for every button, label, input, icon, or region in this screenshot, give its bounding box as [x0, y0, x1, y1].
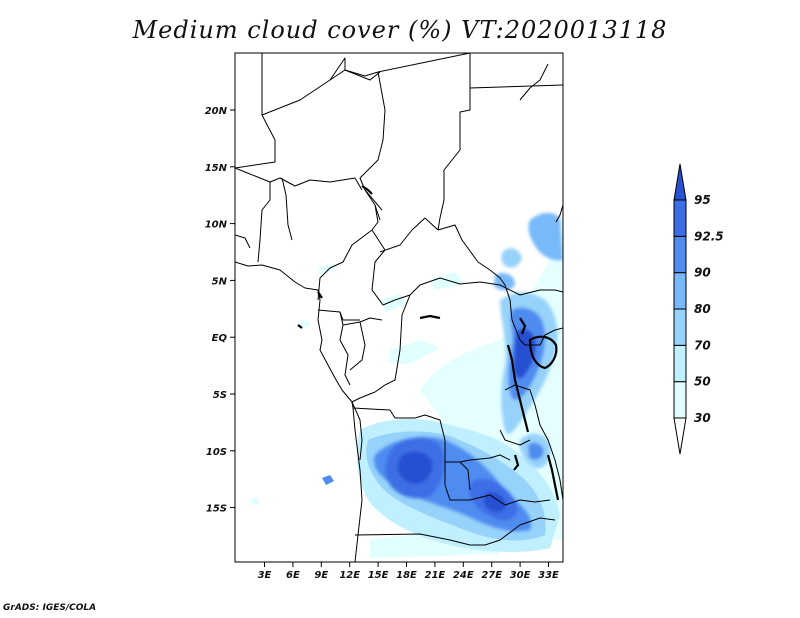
colorbar-level-label: 90 — [694, 266, 711, 280]
boundary-line — [382, 277, 563, 306]
shade-patch — [300, 320, 310, 329]
country-boundaries — [235, 53, 563, 562]
lake-outline — [297, 324, 303, 329]
boundary-line — [235, 234, 251, 249]
lat-tick-label: EQ — [212, 333, 228, 344]
boundary-line — [352, 407, 363, 562]
boundary-line — [235, 167, 363, 191]
colorbar-lower-arrow — [673, 417, 687, 455]
shade-patch — [388, 340, 440, 364]
lake-outline — [546, 454, 560, 501]
latitude-axis: 20N 15N 10N 5N EQ 5S 10S 15S — [205, 106, 235, 515]
colorbar-box — [673, 344, 687, 383]
boundary-line — [371, 229, 386, 306]
colorbar-level-label: 80 — [694, 302, 711, 316]
lon-tick-label: 6E — [286, 570, 300, 581]
lat-tick-label: 15S — [206, 504, 227, 515]
coast-line — [555, 204, 563, 223]
lon-tick-label: 15E — [368, 570, 389, 581]
boundary-line — [257, 182, 271, 263]
map-title: Medium cloud cover (%) VT:2020013118 — [132, 16, 668, 44]
lon-tick-label: 18E — [396, 570, 417, 581]
boundary-line — [317, 299, 353, 403]
boundary-line — [317, 189, 379, 301]
longitude-axis: 3E 6E 9E 12E 15E 18E 21E 24E 27E 30E 33E — [258, 562, 559, 581]
grads-credit: GrADS: IGES/COLA — [3, 603, 97, 613]
lon-tick-label: 9E — [314, 570, 328, 581]
colorbar-box — [673, 235, 687, 274]
lakes — [297, 185, 560, 501]
lake-outline — [528, 335, 558, 370]
boundary-line — [351, 401, 363, 461]
shade-region-95 — [397, 451, 433, 484]
lon-tick-label: 21E — [425, 570, 446, 581]
boundary-line — [437, 53, 471, 231]
lat-tick-label: 10N — [205, 220, 228, 231]
boundary-line — [349, 321, 366, 371]
shade-region-70 — [501, 248, 522, 268]
boundary-line — [469, 494, 551, 506]
lon-tick-label: 27E — [481, 570, 502, 581]
boundary-line — [339, 311, 360, 321]
shade-patch — [250, 497, 260, 506]
boundary-line — [384, 294, 411, 386]
boundary-line — [235, 53, 276, 169]
lake-outline — [513, 454, 520, 471]
map-frame — [234, 52, 564, 563]
colorbar-box — [673, 199, 687, 237]
colorbar-level-label: 70 — [694, 338, 711, 352]
boundary-line — [459, 454, 511, 463]
boundary-line — [444, 462, 470, 501]
lat-tick-label: 5S — [213, 390, 227, 401]
boundary-line — [342, 317, 383, 326]
colorbar-level-label: 30 — [694, 411, 711, 425]
cloud-cover-shading — [250, 210, 563, 558]
lake-outline — [419, 314, 441, 320]
shade-region-80 — [528, 212, 563, 261]
lake-outline — [317, 291, 323, 299]
boundary-line — [504, 284, 563, 346]
boundary-line — [351, 384, 471, 491]
lat-tick-label: 20N — [205, 106, 228, 117]
shade-patch — [322, 475, 334, 485]
lon-tick-label: 33E — [538, 570, 559, 581]
boundary-line — [374, 204, 381, 221]
boundary-line — [329, 57, 346, 81]
shade-patch — [430, 272, 465, 290]
boundary-line — [354, 517, 556, 546]
lake-outline — [519, 317, 527, 335]
colorbar-level-label: 95 — [694, 193, 711, 207]
lat-tick-label: 15N — [205, 163, 228, 174]
colorbar-upper-arrow — [673, 163, 687, 201]
colorbar-level-label: 50 — [694, 375, 711, 389]
lat-tick-label: 10S — [206, 447, 227, 458]
boundary-line — [281, 177, 293, 241]
lon-tick-label: 3E — [258, 570, 272, 581]
shade-region-90 — [528, 442, 544, 460]
boundary-line — [235, 261, 321, 301]
colorbar-box — [673, 381, 687, 419]
colorbar-box — [673, 308, 687, 346]
lon-tick-label: 24E — [453, 570, 474, 581]
boundary-line — [469, 84, 563, 89]
lat-tick-label: 5N — [212, 276, 228, 287]
lake-outline — [361, 185, 373, 195]
shade-patch — [318, 264, 335, 275]
shade-region-95 — [483, 491, 506, 513]
lon-tick-label: 30E — [510, 570, 531, 581]
boundary-line — [437, 224, 506, 286]
boundary-line — [344, 69, 381, 81]
colorbar-box — [673, 272, 687, 310]
coast-line — [519, 63, 549, 101]
colorbar-legend: 30 50 70 80 90 92.5 95 — [673, 163, 724, 455]
lake-outline — [506, 344, 530, 433]
boundary-line — [504, 384, 563, 501]
boundary-line — [379, 217, 439, 253]
colorbar-level-label: 92.5 — [694, 229, 724, 243]
lon-tick-label: 12E — [339, 570, 360, 581]
boundary-line — [499, 429, 531, 446]
